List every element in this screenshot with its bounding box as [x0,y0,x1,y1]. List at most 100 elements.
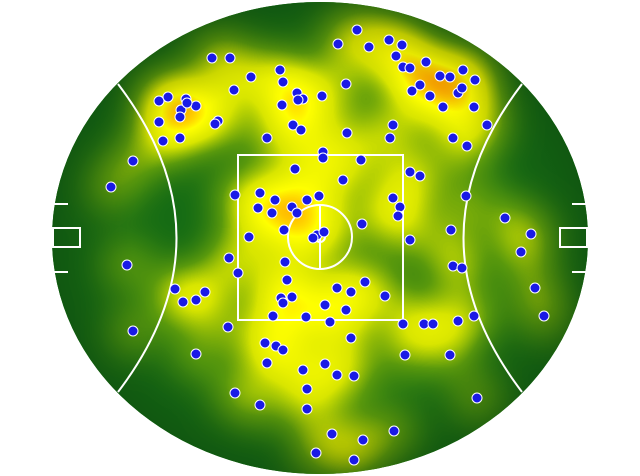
point [199,286,211,298]
point [345,332,357,344]
point [229,189,241,201]
point [340,304,352,316]
point [153,95,165,107]
point [209,118,221,130]
point [177,296,189,308]
point [105,181,117,193]
point [461,140,473,152]
point [424,90,436,102]
point [324,316,336,328]
point [348,370,360,382]
point [331,282,343,294]
point [394,201,406,213]
point [190,348,202,360]
point [460,190,472,202]
point [397,318,409,330]
point [281,274,293,286]
point [224,52,236,64]
point [295,124,307,136]
point [269,194,281,206]
point [468,310,480,322]
point [310,447,322,459]
point [499,212,511,224]
point [174,132,186,144]
point [387,119,399,131]
point [245,71,257,83]
points [105,24,550,466]
point [279,256,291,268]
point [127,325,139,337]
point [297,364,309,376]
point [444,349,456,361]
point [289,163,301,175]
point [316,90,328,102]
point [525,228,537,240]
point [301,383,313,395]
point [277,297,289,309]
point [359,276,371,288]
point [348,454,360,466]
point [471,392,483,404]
point [301,403,313,415]
point [396,39,408,51]
point [434,70,446,82]
point [456,82,468,94]
point [222,321,234,333]
point [337,174,349,186]
point [292,94,304,106]
point [414,79,426,91]
point [266,207,278,219]
point [363,41,375,53]
point [345,286,357,298]
point [286,291,298,303]
point [447,260,459,272]
point [452,315,464,327]
point [356,218,368,230]
point [529,282,541,294]
point [331,369,343,381]
point [190,100,202,112]
point [351,24,363,36]
point [190,294,202,306]
point [254,187,266,199]
point [340,78,352,90]
point [404,62,416,74]
point [383,34,395,46]
point [307,232,319,244]
point [206,52,218,64]
point [287,119,299,131]
point [445,224,457,236]
point [318,226,330,238]
point [261,132,273,144]
point [223,252,235,264]
point [332,38,344,50]
point [515,246,527,258]
point [276,99,288,111]
point [404,166,416,178]
point [157,135,169,147]
point [437,101,449,113]
point [169,283,181,295]
point [127,155,139,167]
point [414,170,426,182]
point [456,262,468,274]
point [390,50,402,62]
point [420,56,432,68]
point [153,116,165,128]
point [341,127,353,139]
point [274,64,286,76]
point [468,101,480,113]
point [252,202,264,214]
point [384,132,396,144]
point [399,349,411,361]
point [301,194,313,206]
point [121,259,133,271]
point [469,74,481,86]
point [181,97,193,109]
point [291,207,303,219]
point [162,91,174,103]
point [174,111,186,123]
point [388,425,400,437]
point [229,387,241,399]
